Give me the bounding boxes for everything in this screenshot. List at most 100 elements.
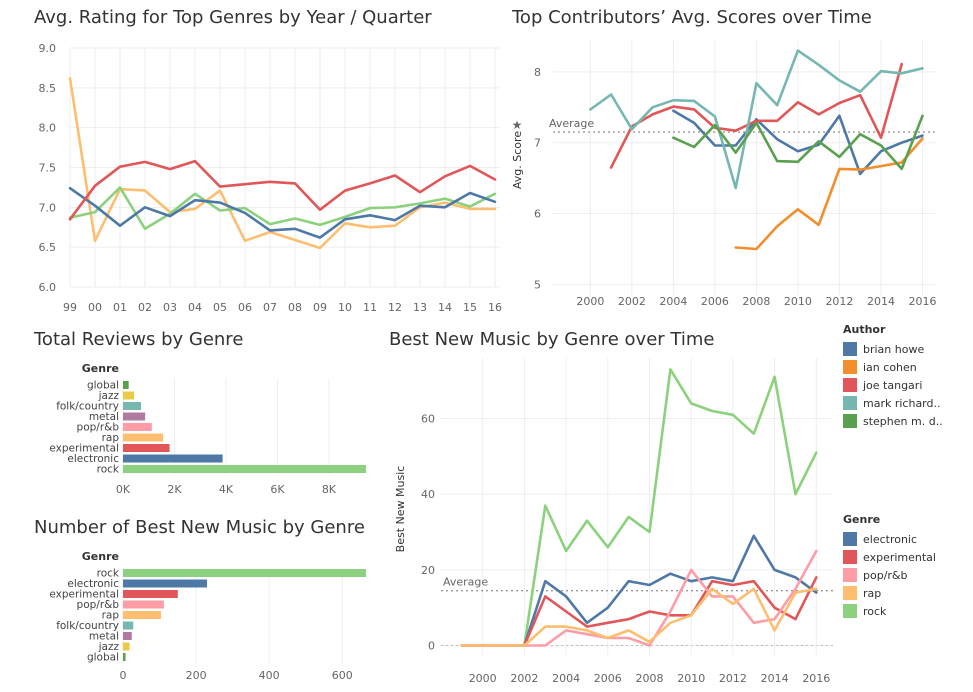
chart1-x-tick: 03 bbox=[163, 301, 177, 314]
chart5-x-tick: 2010 bbox=[677, 672, 705, 685]
chart1-x-tick: 16 bbox=[488, 301, 502, 314]
chart1-x-tick: 07 bbox=[263, 301, 277, 314]
chart4-category-label: global bbox=[87, 652, 119, 664]
genre-legend-item[interactable]: rap bbox=[843, 584, 936, 602]
chart1-x-tick: 10 bbox=[338, 301, 352, 314]
author-legend-item[interactable]: brian howe bbox=[843, 340, 943, 358]
chart2-series-brian-howe bbox=[672, 109, 924, 176]
chart4-bar-global bbox=[123, 653, 126, 661]
chart4-legend-title: Genre bbox=[82, 550, 119, 563]
legend-label: mark richard.. bbox=[863, 396, 941, 410]
chart4-category-label: experimental bbox=[49, 589, 119, 601]
author-legend-item[interactable]: stephen m. d.. bbox=[843, 412, 943, 430]
chart2-x-tick: 2002 bbox=[618, 295, 646, 308]
author-legend-item[interactable]: joe tangari bbox=[843, 376, 943, 394]
chart4-category-label: metal bbox=[89, 631, 119, 643]
chart3-category-label: experimental bbox=[49, 443, 119, 455]
legend-label: electronic bbox=[863, 532, 918, 546]
chart3-x-tick: 2K bbox=[167, 483, 182, 496]
chart1-x-tick: 08 bbox=[288, 301, 302, 314]
chart1-x-tick: 09 bbox=[313, 301, 327, 314]
legend-label: pop/r&b bbox=[863, 568, 908, 582]
chart3-category-label: electronic bbox=[67, 453, 119, 465]
chart2-x-tick: 2014 bbox=[867, 295, 895, 308]
chart5-y-tick: 40 bbox=[421, 488, 435, 501]
author-legend[interactable]: Author brian howe ian cohen joe tangari mar… bbox=[843, 323, 943, 430]
chart1-x-tick: 05 bbox=[213, 301, 227, 314]
chart1-y-tick: 8.5 bbox=[39, 82, 57, 95]
chart5-y-axis-title: Best New Music bbox=[394, 466, 407, 553]
chart2-average-label: Average bbox=[549, 117, 594, 130]
chart5-y-tick: 60 bbox=[421, 413, 435, 426]
chart5-title: Best New Music by Genre over Time bbox=[389, 329, 715, 350]
chart4-title: Number of Best New Music by Genre bbox=[34, 517, 365, 538]
author-legend-item[interactable]: mark richard.. bbox=[843, 394, 943, 412]
chart1-y-tick: 6.5 bbox=[39, 241, 57, 254]
chart4-category-label: pop/r&b bbox=[77, 599, 120, 611]
chart3-category-label: global bbox=[87, 380, 119, 392]
legend-swatch bbox=[843, 586, 857, 600]
chart5-x-tick: 2014 bbox=[761, 672, 789, 685]
chart1-x-tick: 12 bbox=[388, 301, 402, 314]
chart3-bar-experimental bbox=[123, 444, 170, 452]
chart5-y-tick: 0 bbox=[428, 640, 435, 653]
chart1-x-tick: 00 bbox=[88, 301, 102, 314]
legend-swatch bbox=[843, 414, 857, 428]
legend-label: experimental bbox=[863, 550, 936, 564]
chart1-x-tick: 11 bbox=[363, 301, 377, 314]
legend-swatch bbox=[843, 360, 857, 374]
chart2-y-tick: 6 bbox=[534, 208, 541, 221]
genre-legend-item[interactable]: electronic bbox=[843, 530, 936, 548]
chart2-x-tick: 2012 bbox=[825, 295, 853, 308]
chart3-x-tick: 4K bbox=[219, 483, 234, 496]
chart3-category-label: pop/r&b bbox=[77, 422, 120, 434]
chart3-category-label: rock bbox=[97, 464, 120, 476]
chart3-bar-rock bbox=[123, 465, 366, 473]
chart2-x-tick: 2004 bbox=[659, 295, 687, 308]
chart1-x-tick: 02 bbox=[138, 301, 152, 314]
chart3-category-label: rap bbox=[102, 432, 120, 444]
chart1-y-tick: 6.0 bbox=[39, 281, 57, 294]
chart3-bar-pop-r-b bbox=[123, 423, 152, 431]
legend-label: rock bbox=[863, 604, 887, 618]
chart3-legend-title: Genre bbox=[82, 362, 119, 375]
genre-legend-item[interactable]: experimental bbox=[843, 548, 936, 566]
chart1-x-tick: 15 bbox=[463, 301, 477, 314]
author-legend-item[interactable]: ian cohen bbox=[843, 358, 943, 376]
chart1-y-tick: 7.5 bbox=[39, 162, 57, 175]
chart1-y-tick: 8.0 bbox=[39, 122, 57, 135]
genre-legend-item[interactable]: pop/r&b bbox=[843, 566, 936, 584]
chart3-category-label: jazz bbox=[98, 390, 120, 402]
chart3-category-label: metal bbox=[89, 411, 119, 423]
chart1-x-tick: 04 bbox=[188, 301, 202, 314]
chart3-x-tick: 0K bbox=[116, 483, 131, 496]
legend-label: rap bbox=[863, 586, 882, 600]
chart2-y-axis-title: Avg. Score bbox=[511, 131, 524, 189]
chart5-y-tick: 20 bbox=[421, 564, 435, 577]
chart1-series-electronic bbox=[68, 186, 497, 239]
chart2-y-tick: 7 bbox=[534, 137, 541, 150]
chart1-y-tick: 7.0 bbox=[39, 201, 57, 214]
chart1-x-tick: 01 bbox=[113, 301, 127, 314]
genre-legend-item[interactable]: rock bbox=[843, 602, 936, 620]
chart4-category-label: jazz bbox=[98, 641, 120, 653]
chart2-x-tick: 2000 bbox=[576, 295, 604, 308]
chart2-title: Top Contributors’ Avg. Scores over Time bbox=[512, 7, 872, 28]
chart2-series-ian-cohen bbox=[734, 137, 924, 251]
chart5-series-rap bbox=[460, 587, 818, 647]
chart1-title: Avg. Rating for Top Genres by Year / Qua… bbox=[34, 7, 432, 28]
chart4-bar-rock bbox=[123, 569, 366, 577]
chart4-category-label: rap bbox=[102, 610, 120, 622]
legend-label: brian howe bbox=[863, 342, 925, 356]
legend-swatch bbox=[843, 550, 857, 564]
chart3-x-tick: 8K bbox=[322, 483, 337, 496]
chart4-bar-experimental bbox=[123, 590, 178, 598]
chart4-x-tick: 200 bbox=[186, 669, 207, 682]
legend-swatch bbox=[843, 568, 857, 582]
chart2-x-tick: 2008 bbox=[742, 295, 770, 308]
chart4-bar-folk-country bbox=[123, 621, 134, 630]
chart5-series-rock bbox=[460, 368, 818, 647]
chart4-x-tick: 400 bbox=[259, 669, 280, 682]
legend-label: stephen m. d.. bbox=[863, 414, 943, 428]
genre-legend[interactable]: Genre electronic experimental pop/r&b rap ro… bbox=[843, 513, 936, 620]
